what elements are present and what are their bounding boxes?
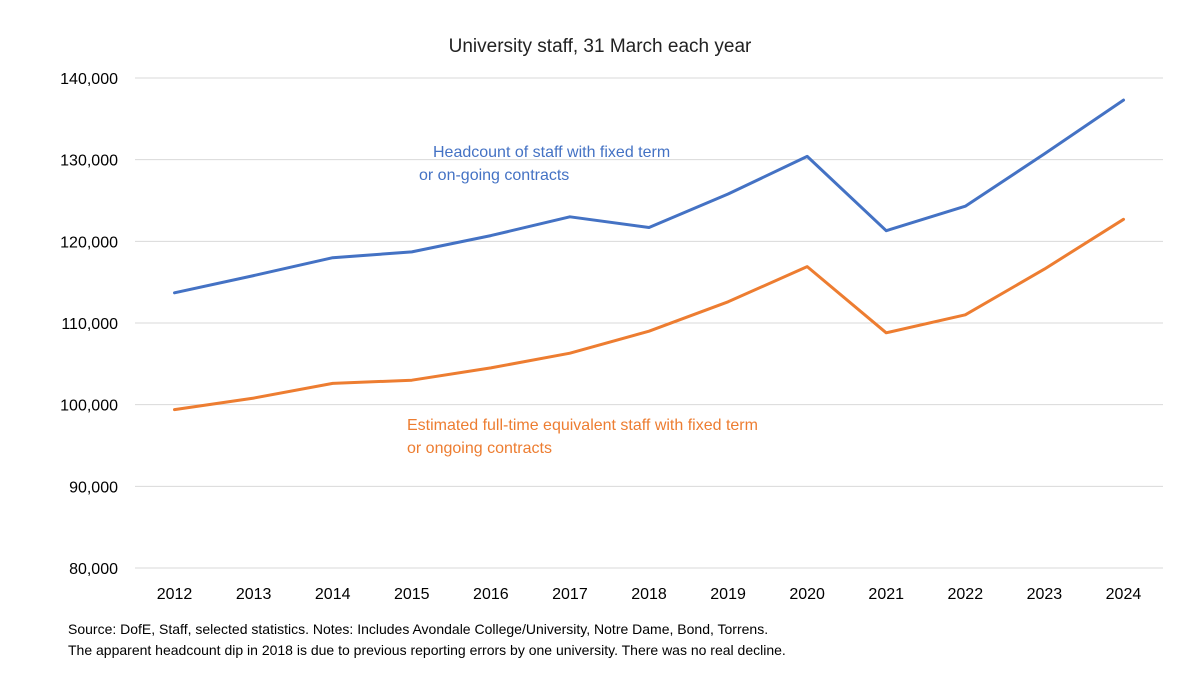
data-point (1043, 267, 1046, 271)
x-tick-label: 2022 (948, 586, 984, 603)
x-axis: 2012 2013 2014 2015 2016 2017 2018 2019 2020 2021… (157, 586, 1142, 603)
data-point (489, 234, 493, 237)
data-point (252, 396, 255, 400)
x-tick-label: 2024 (1106, 586, 1142, 603)
x-tick-label: 2020 (789, 586, 825, 603)
series-group (173, 98, 1125, 412)
data-point (647, 329, 651, 333)
chart-title: University staff, 31 March each year (449, 36, 752, 57)
data-point (726, 192, 730, 196)
series-annotations: Headcount of staff with fixed term or on-… (407, 144, 758, 457)
x-tick-label: 2021 (868, 586, 904, 603)
x-tick-label: 2016 (473, 586, 509, 603)
data-point (964, 205, 967, 208)
data-point (805, 265, 809, 268)
series-line-2 (173, 217, 1125, 412)
x-tick-label: 2012 (157, 586, 193, 603)
y-axis: 80,000 90,000 100,000 110,000 120,000 130,000… (60, 71, 118, 578)
y-tick-label: 90,000 (69, 479, 118, 496)
data-point (885, 331, 888, 334)
data-point (410, 378, 413, 382)
y-tick-label: 140,000 (60, 71, 118, 88)
data-point (410, 250, 413, 254)
y-tick-label: 120,000 (60, 234, 118, 251)
gridlines (135, 77, 1163, 569)
data-point (1043, 152, 1046, 156)
y-tick-label: 80,000 (69, 561, 118, 578)
x-tick-label: 2023 (1027, 586, 1063, 603)
series-label-1: Headcount of staff with fixed term (433, 144, 670, 161)
data-point (331, 382, 334, 385)
data-point (173, 291, 176, 294)
data-point (489, 366, 493, 370)
series-line-1 (173, 98, 1125, 295)
x-tick-label: 2017 (552, 586, 588, 603)
footnote-source: Source: DofE, Staff, selected statistics… (68, 621, 769, 637)
line-chart: University staff, 31 March each year 80,… (60, 36, 1163, 603)
data-point (885, 229, 888, 232)
series-label-2: or ongoing contracts (407, 440, 552, 457)
data-point (1122, 218, 1125, 221)
x-tick-label: 2015 (394, 586, 430, 603)
data-point (805, 155, 809, 158)
series-label-1: or on-going contracts (419, 167, 569, 184)
footnote-note: The apparent headcount dip in 2018 is du… (68, 642, 786, 658)
x-tick-label: 2013 (236, 586, 272, 603)
data-point (252, 274, 255, 277)
y-tick-label: 110,000 (61, 316, 118, 333)
series-label-2: Estimated full-time equivalent staff wit… (407, 417, 758, 434)
y-tick-label: 130,000 (60, 153, 118, 170)
x-tick-label: 2014 (315, 586, 351, 603)
x-tick-label: 2019 (710, 586, 746, 603)
y-tick-label: 100,000 (60, 398, 118, 415)
data-point (173, 408, 176, 411)
data-point (331, 256, 334, 259)
x-tick-label: 2018 (631, 586, 667, 603)
data-point (964, 313, 967, 317)
data-point (1122, 98, 1125, 102)
data-point (726, 300, 730, 303)
data-point (647, 226, 651, 229)
data-point (568, 352, 572, 355)
data-point (568, 215, 572, 219)
